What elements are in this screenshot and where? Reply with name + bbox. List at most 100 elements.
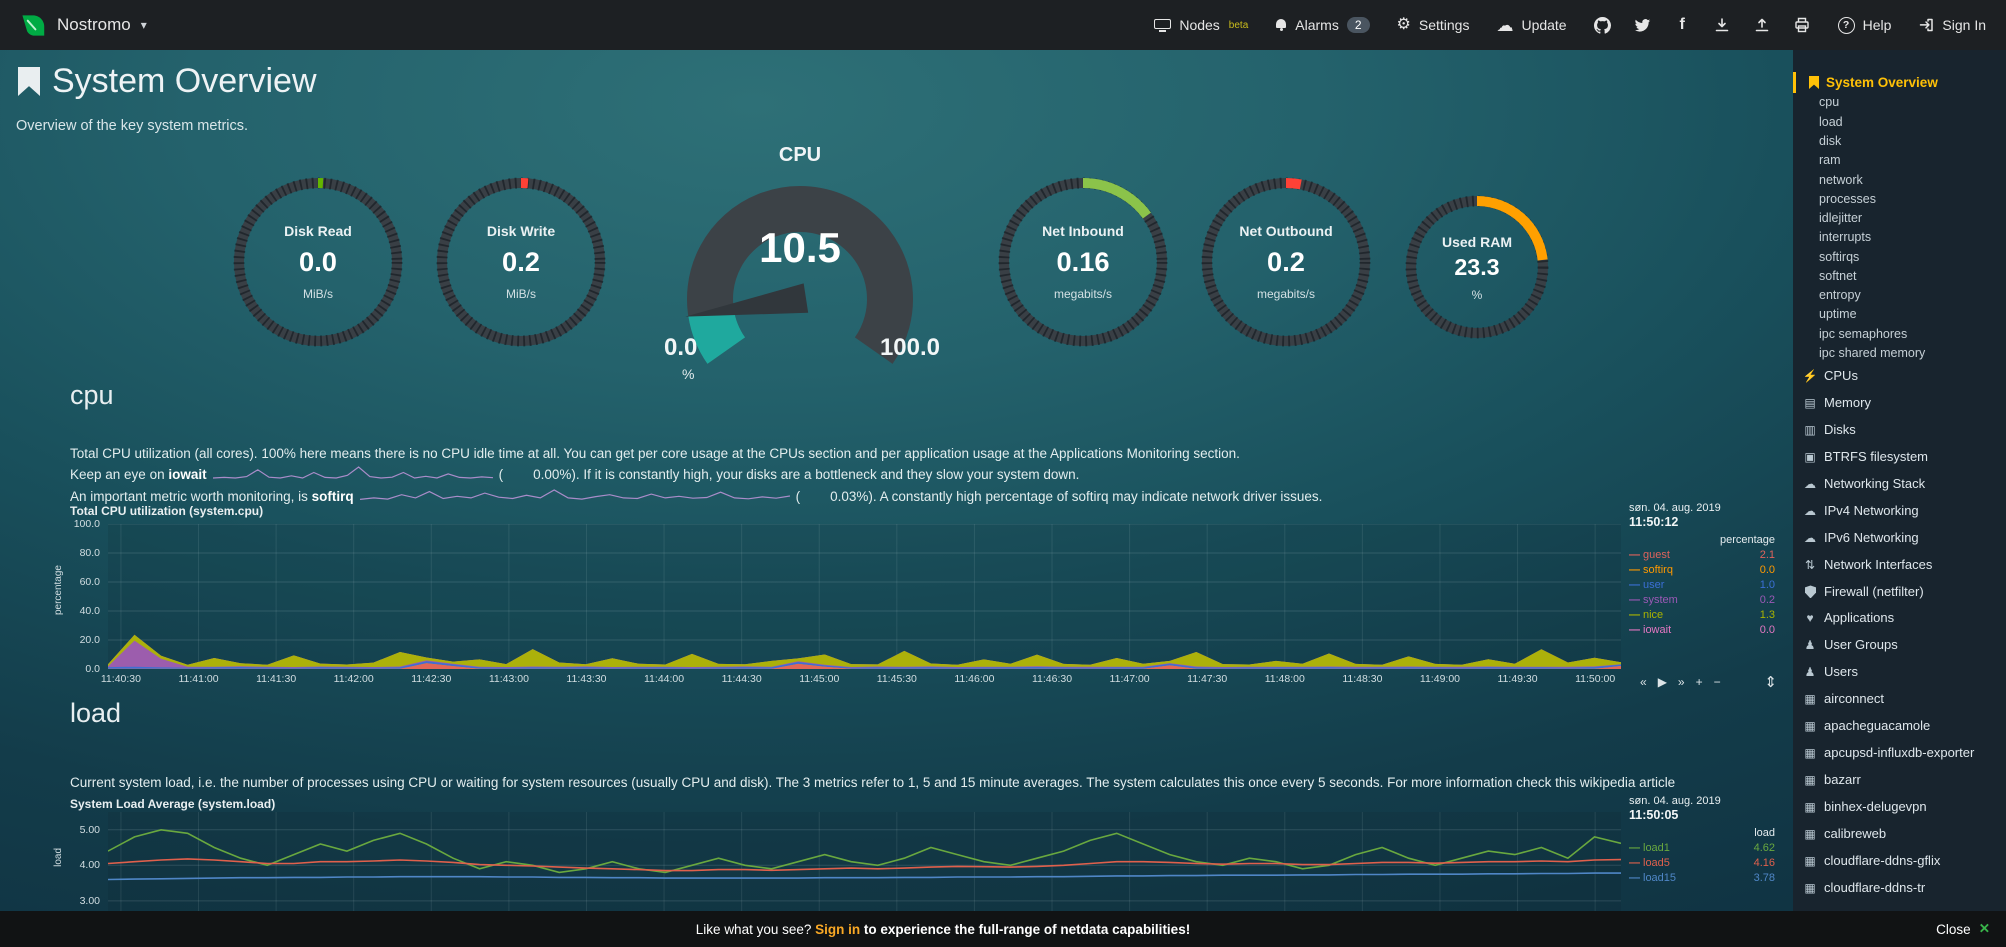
alarms-label: Alarms bbox=[1295, 17, 1339, 33]
legend-row-guest[interactable]: — guest 2.1 bbox=[1629, 548, 1777, 563]
bookmark-icon bbox=[1809, 76, 1819, 89]
legend-row-load1[interactable]: — load1 4.62 bbox=[1629, 841, 1777, 856]
upload-icon[interactable] bbox=[1754, 17, 1771, 34]
sidebar-item-binhex-delugevpn[interactable]: ▦ binhex-delugevpn bbox=[1793, 794, 2006, 821]
cpu-resize-handle[interactable]: ⇕ bbox=[1764, 674, 1777, 691]
user-icon: ♟ bbox=[1804, 665, 1816, 680]
cpu-chart[interactable]: Total CPU utilization (system.cpu) percen… bbox=[52, 502, 1777, 695]
cpu-ytick: 20.0 bbox=[79, 634, 100, 646]
gauge-disk-write[interactable]: Disk Write 0.2 MiB/s bbox=[433, 174, 609, 350]
settings-button[interactable]: ⚙ Settings bbox=[1397, 17, 1470, 34]
cpu-plot-area[interactable] bbox=[108, 524, 1621, 669]
sidebar-item-system-overview[interactable]: System Overview bbox=[1793, 72, 2006, 93]
sidebar-subitem-ram[interactable]: ram bbox=[1819, 153, 1841, 168]
sidebar-subitem-processes[interactable]: processes bbox=[1819, 191, 1876, 206]
banner-text-post: to experience the full-range of netdata … bbox=[860, 921, 1191, 937]
sidebar-subitem-load[interactable]: load bbox=[1819, 114, 1843, 129]
sidebar-item-bazarr[interactable]: ▦ bazarr bbox=[1793, 767, 2006, 794]
legend-series-name: user bbox=[1643, 579, 1665, 591]
signin-link[interactable]: Sign in bbox=[815, 921, 861, 937]
cpu-xtick: 11:44:30 bbox=[721, 673, 762, 685]
sidebar-item-apcupsd-influxdb-exporter[interactable]: ▦ apcupsd-influxdb-exporter bbox=[1793, 740, 2006, 767]
sidebar-item-user-groups[interactable]: ♟ User Groups bbox=[1793, 632, 2006, 659]
sidebar-subitem-network[interactable]: network bbox=[1819, 172, 1863, 187]
legend-series-value: 4.16 bbox=[1753, 857, 1775, 869]
sidebar-item-airconnect[interactable]: ▦ airconnect bbox=[1793, 686, 2006, 713]
sidebar-item-btrfs-filesystem[interactable]: ▣ BTRFS filesystem bbox=[1793, 444, 2006, 471]
sidebar-subitem-softirqs[interactable]: softirqs bbox=[1819, 249, 1860, 264]
sidebar-item-ipv6-networking[interactable]: ☁ IPv6 Networking bbox=[1793, 525, 2006, 552]
desc-text: ). If it is constantly high, your disks … bbox=[571, 467, 1080, 482]
legend-row-softirq[interactable]: — softirq 0.0 bbox=[1629, 563, 1777, 578]
sidebar-item-users[interactable]: ♟ Users bbox=[1793, 659, 2006, 686]
grid-icon: ▦ bbox=[1804, 692, 1816, 707]
nodes-button[interactable]: Nodes beta bbox=[1154, 17, 1248, 33]
net-outbound-ring bbox=[1201, 177, 1371, 347]
sidebar-item-memory[interactable]: ▤ Memory bbox=[1793, 390, 2006, 417]
zoom-in-icon[interactable]: + bbox=[1695, 675, 1703, 689]
legend-series-name: load5 bbox=[1643, 857, 1670, 869]
sidebar-item-calibreweb[interactable]: ▦ calibreweb bbox=[1793, 821, 2006, 848]
sidebar-item-cloudflare-ddns-tr[interactable]: ▦ cloudflare-ddns-tr bbox=[1793, 875, 2006, 902]
sidebar-item-cpus[interactable]: ⚡ CPUs bbox=[1793, 363, 2006, 390]
sidebar-subitem-ipc-semaphores[interactable]: ipc semaphores bbox=[1819, 326, 1908, 341]
pan-backward-icon[interactable]: « bbox=[1640, 675, 1647, 689]
gauge-value: 0.2 bbox=[1267, 246, 1305, 278]
github-icon[interactable] bbox=[1593, 16, 1611, 34]
legend-row-load5[interactable]: — load5 4.16 bbox=[1629, 856, 1777, 871]
legend-row-system[interactable]: — system 0.2 bbox=[1629, 593, 1777, 608]
sidebar-subitem-entropy[interactable]: entropy bbox=[1819, 288, 1861, 303]
legend-series-value: 0.0 bbox=[1759, 624, 1775, 636]
signin-button[interactable]: Sign In bbox=[1918, 17, 1986, 33]
legend-color-dash: — bbox=[1629, 842, 1640, 854]
sidebar-item-ipv4-networking[interactable]: ☁ IPv4 Networking bbox=[1793, 498, 2006, 525]
legend-color-dash: — bbox=[1629, 549, 1640, 561]
legend-row-nice[interactable]: — nice 1.3 bbox=[1629, 608, 1777, 623]
play-icon[interactable]: ▶ bbox=[1657, 675, 1667, 689]
sidebar-item-network-interfaces[interactable]: ⇅ Network Interfaces bbox=[1793, 552, 2006, 579]
node-menu[interactable]: Nostromo ▾ bbox=[20, 12, 147, 39]
cpu-xtick: 11:42:30 bbox=[411, 673, 452, 685]
facebook-icon[interactable]: f bbox=[1679, 16, 1685, 33]
update-button[interactable]: ☁ Update bbox=[1496, 17, 1566, 34]
sidebar-subitem-softnet[interactable]: softnet bbox=[1819, 268, 1857, 283]
cpu-legend-date: søn. 04. aug. 2019 bbox=[1629, 502, 1721, 514]
legend-row-user[interactable]: — user 1.0 bbox=[1629, 578, 1777, 593]
iowait-sparkline[interactable] bbox=[212, 464, 493, 486]
alarms-button[interactable]: Alarms 2 bbox=[1275, 17, 1370, 33]
cpu-xtick: 11:46:00 bbox=[954, 673, 995, 685]
gauge-net-inbound[interactable]: Net Inbound 0.16 megabits/s bbox=[995, 174, 1171, 350]
top-navigation: Nostromo ▾ Nodes beta Alarms 2 ⚙ Settings… bbox=[0, 0, 2006, 50]
close-label: Close bbox=[1936, 921, 1971, 937]
gauge-disk-read[interactable]: Disk Read 0.0 MiB/s bbox=[230, 174, 406, 350]
desc-text: An important metric worth monitoring, is bbox=[70, 489, 312, 505]
gauge-net-outbound[interactable]: Net Outbound 0.2 megabits/s bbox=[1198, 174, 1374, 350]
sidebar-item-networking-stack[interactable]: ☁ Networking Stack bbox=[1793, 471, 2006, 498]
help-button[interactable]: ? Help bbox=[1837, 16, 1891, 34]
sidebar-subitem-cpu[interactable]: cpu bbox=[1819, 95, 1840, 110]
legend-row-iowait[interactable]: — iowait 0.0 bbox=[1629, 623, 1777, 638]
sidebar-item-disks[interactable]: ▥ Disks bbox=[1793, 417, 2006, 444]
twitter-icon[interactable] bbox=[1634, 17, 1651, 34]
sidebar-subitem-interrupts[interactable]: interrupts bbox=[1819, 230, 1872, 245]
sidebar-item-applications[interactable]: ♥ Applications bbox=[1793, 605, 2006, 632]
sidebar-item-label: bazarr bbox=[1824, 772, 1861, 788]
softirq-sparkline[interactable] bbox=[359, 487, 790, 509]
sidebar-subitem-uptime[interactable]: uptime bbox=[1819, 307, 1857, 322]
download-icon[interactable] bbox=[1714, 17, 1731, 34]
cpu-gauge-max: 100.0 bbox=[879, 334, 940, 361]
pan-forward-icon[interactable]: » bbox=[1677, 675, 1685, 689]
zoom-out-icon[interactable]: − bbox=[1713, 675, 1721, 689]
print-icon[interactable] bbox=[1794, 17, 1811, 34]
sidebar-item-apacheguacamole[interactable]: ▦ apacheguacamole bbox=[1793, 713, 2006, 740]
gauge-cpu[interactable]: CPU 10.5 0.0 100.0% bbox=[650, 140, 950, 390]
sidebar-subitem-disk[interactable]: disk bbox=[1819, 133, 1842, 148]
sidebar-subitem-ipc-shared-memory[interactable]: ipc shared memory bbox=[1819, 346, 1926, 361]
close-banner-button[interactable]: Close ✕ bbox=[1936, 921, 1990, 937]
sidebar-subitem-idlejitter[interactable]: idlejitter bbox=[1819, 211, 1863, 226]
legend-row-load15[interactable]: — load15 3.78 bbox=[1629, 871, 1777, 886]
gauge-used-ram[interactable]: Used RAM 23.3% bbox=[1402, 192, 1552, 342]
cpu-xtick: 11:40:30 bbox=[100, 673, 141, 685]
sidebar-item-firewall-netfilter[interactable]: Firewall (netfilter) bbox=[1793, 579, 2006, 605]
sidebar-item-cloudflare-ddns-gflix[interactable]: ▦ cloudflare-ddns-gflix bbox=[1793, 848, 2006, 875]
